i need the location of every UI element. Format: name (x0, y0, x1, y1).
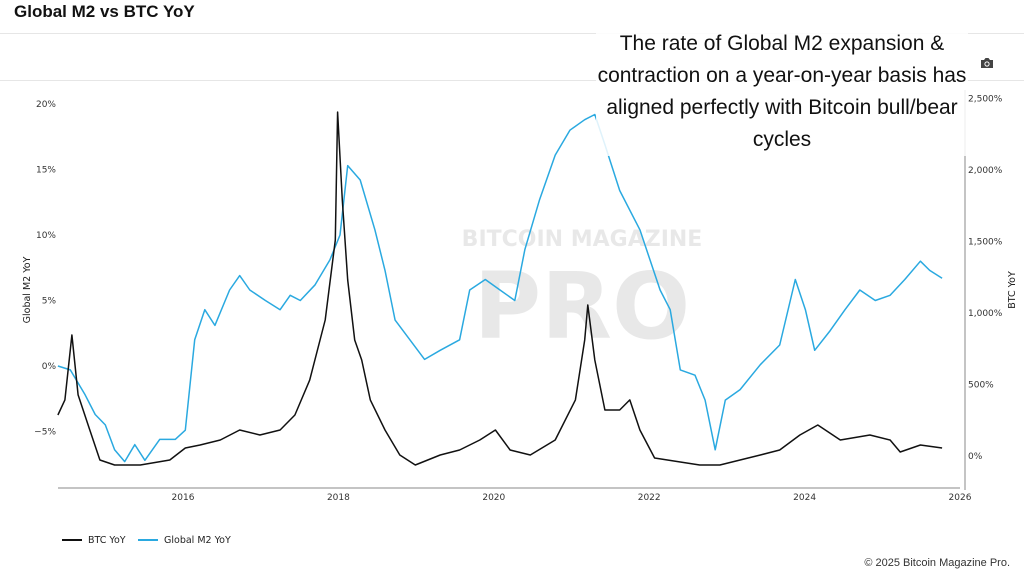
x-tick-label: 2016 (172, 493, 195, 503)
legend: BTC YoY Global M2 YoY (62, 535, 231, 546)
camera-icon[interactable] (979, 55, 995, 71)
copyright-footer: © 2025 Bitcoin Magazine Pro. (864, 557, 1010, 569)
x-tick-label: 2024 (793, 493, 816, 503)
divider (0, 80, 1024, 81)
left-y-tick-label: 10% (36, 231, 56, 241)
x-tick-label: 2020 (482, 493, 505, 503)
x-tick-label: 2022 (638, 493, 661, 503)
right-y-tick-label: 1,500% (968, 238, 1003, 248)
series-line-btc-yoy (57, 111, 943, 466)
left-y-tick-label: 15% (36, 166, 56, 176)
watermark: BITCOIN MAGAZINE PRO (462, 227, 703, 360)
left-y-tick-label: 0% (42, 362, 57, 372)
right-y-tick-label: 1,000% (968, 309, 1003, 319)
legend-label-btc[interactable]: BTC YoY (88, 535, 126, 546)
left-y-tick-label: −5% (34, 428, 56, 438)
page-title: Global M2 vs BTC YoY (14, 2, 195, 21)
right-y-tick-label: 0% (968, 452, 983, 462)
right-y-tick-label: 2,000% (968, 166, 1003, 176)
right-y-tick-label: 2,500% (968, 95, 1003, 105)
left-y-tick-label: 5% (42, 297, 57, 307)
x-tick-label: 2026 (949, 493, 972, 503)
right-axis-label: BTC YoY (1007, 271, 1018, 309)
divider (0, 33, 1024, 34)
left-y-tick-label: 20% (36, 100, 56, 110)
svg-text:BITCOIN MAGAZINE: BITCOIN MAGAZINE (462, 227, 703, 252)
annotation-text: The rate of Global M2 expansion & contra… (596, 28, 968, 156)
right-y-tick-label: 500% (968, 381, 994, 391)
series-line-global-m2-yoy (57, 113, 943, 463)
left-axis-label: Global M2 YoY (22, 256, 33, 323)
legend-label-m2[interactable]: Global M2 YoY (164, 535, 231, 546)
svg-text:PRO: PRO (474, 253, 690, 360)
x-tick-label: 2018 (327, 493, 350, 503)
